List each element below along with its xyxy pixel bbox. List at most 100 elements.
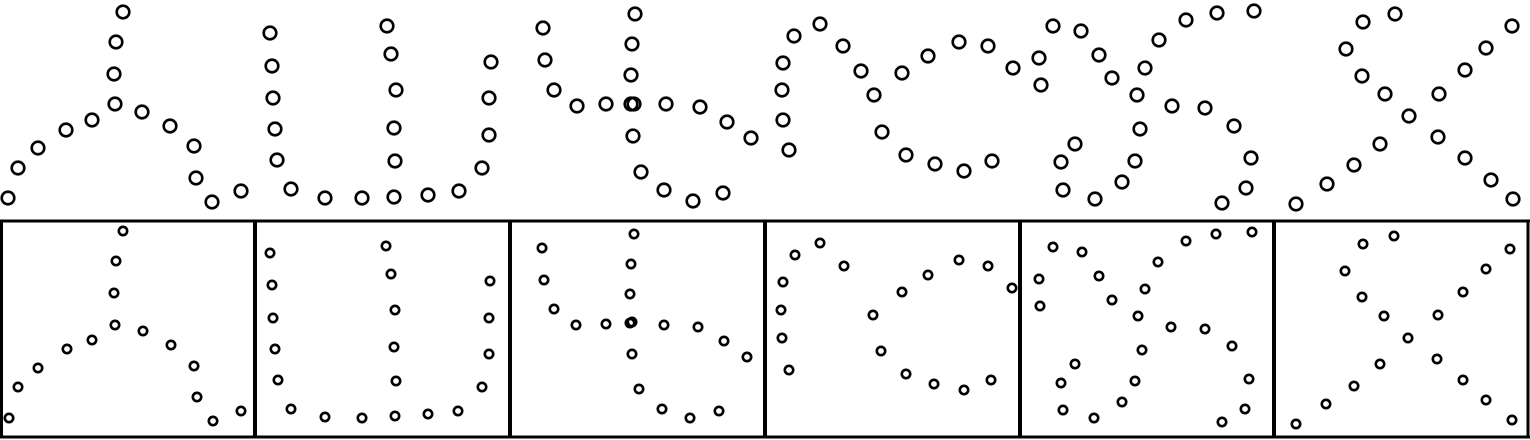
point-marker xyxy=(781,142,797,158)
point-marker xyxy=(789,249,801,261)
point-marker xyxy=(1087,191,1103,207)
point-marker xyxy=(108,287,120,299)
point-marker xyxy=(1431,86,1447,102)
point-marker xyxy=(108,34,124,50)
point-marker xyxy=(386,120,402,136)
point-marker xyxy=(1164,98,1180,114)
top-row-figures-figure-2 xyxy=(262,18,499,206)
point-marker xyxy=(867,309,879,321)
point-marker xyxy=(266,279,278,291)
point-marker xyxy=(1246,226,1258,238)
point-marker xyxy=(777,276,789,288)
point-marker xyxy=(1239,403,1251,415)
point-marker xyxy=(420,187,436,203)
point-marker xyxy=(1129,375,1141,387)
point-marker xyxy=(927,156,943,172)
point-marker xyxy=(900,368,912,380)
point-marker xyxy=(719,114,735,130)
point-marker xyxy=(814,237,826,249)
point-marker xyxy=(1356,291,1368,303)
point-marker xyxy=(1055,182,1071,198)
point-marker xyxy=(776,332,788,344)
point-marker xyxy=(58,122,74,138)
point-marker xyxy=(207,415,219,427)
point-marker xyxy=(1006,282,1018,294)
point-marker xyxy=(624,288,636,300)
point-marker xyxy=(741,351,753,363)
point-marker xyxy=(269,343,281,355)
point-marker xyxy=(388,341,400,353)
point-marker xyxy=(546,82,562,98)
point-marker xyxy=(874,124,890,140)
point-marker xyxy=(1226,118,1242,134)
point-marker xyxy=(30,140,46,156)
point-marker xyxy=(623,67,639,83)
point-marker xyxy=(1431,353,1443,365)
point-marker xyxy=(84,112,100,128)
point-marker xyxy=(452,405,464,417)
point-marker xyxy=(380,240,392,252)
point-marker xyxy=(1178,12,1194,28)
point-marker xyxy=(115,4,131,20)
point-marker xyxy=(1053,154,1069,170)
point-marker xyxy=(928,378,940,390)
point-marker xyxy=(812,16,828,32)
point-marker xyxy=(980,38,996,54)
point-marker xyxy=(658,96,674,112)
point-marker xyxy=(265,90,281,106)
point-marker xyxy=(319,411,331,423)
point-marker xyxy=(1197,100,1213,116)
point-marker xyxy=(1139,283,1151,295)
point-marker xyxy=(1057,404,1069,416)
point-marker xyxy=(875,345,887,357)
point-marker xyxy=(953,254,965,266)
point-marker xyxy=(1319,176,1335,192)
point-marker xyxy=(625,128,641,144)
point-marker xyxy=(267,121,283,137)
point-marker xyxy=(1093,270,1105,282)
point-marker xyxy=(1104,70,1120,86)
point-marker xyxy=(1377,86,1393,102)
point-marker xyxy=(633,383,645,395)
point-marker xyxy=(1483,172,1499,188)
point-marker xyxy=(1180,235,1192,247)
point-marker xyxy=(896,286,908,298)
point-marker xyxy=(1137,60,1153,76)
point-marker xyxy=(1457,374,1469,386)
point-marker xyxy=(387,153,403,169)
point-marker xyxy=(1216,416,1228,428)
point-marker xyxy=(1033,77,1049,93)
point-marker xyxy=(775,304,787,316)
point-marker xyxy=(483,312,495,324)
point-marker xyxy=(1457,62,1473,78)
point-marker xyxy=(958,384,970,396)
point-marker xyxy=(474,160,490,176)
point-marker xyxy=(743,130,759,146)
point-marker xyxy=(1348,380,1360,392)
point-marker xyxy=(1165,321,1177,333)
point-marker xyxy=(383,46,399,62)
point-marker xyxy=(628,228,640,240)
point-marker xyxy=(536,242,548,254)
point-marker xyxy=(264,58,280,74)
point-marker xyxy=(356,412,368,424)
point-marker xyxy=(1045,18,1061,34)
point-marker xyxy=(1402,332,1414,344)
point-marker xyxy=(1355,14,1371,30)
bottom-row xyxy=(0,219,1530,439)
point-marker xyxy=(1132,121,1148,137)
point-marker xyxy=(107,96,123,112)
point-marker xyxy=(1226,340,1238,352)
point-marker xyxy=(1067,136,1083,152)
point-marker xyxy=(1238,180,1254,196)
point-marker xyxy=(1055,377,1067,389)
point-marker xyxy=(1243,150,1259,166)
bottom-row-figures-figure-2 xyxy=(264,240,496,424)
bottom-row-figures-figure-6 xyxy=(1290,230,1518,430)
point-marker xyxy=(481,127,497,143)
point-marker xyxy=(204,194,220,210)
point-marker xyxy=(1005,60,1021,76)
point-marker xyxy=(1288,196,1304,212)
point-marker xyxy=(570,319,582,331)
